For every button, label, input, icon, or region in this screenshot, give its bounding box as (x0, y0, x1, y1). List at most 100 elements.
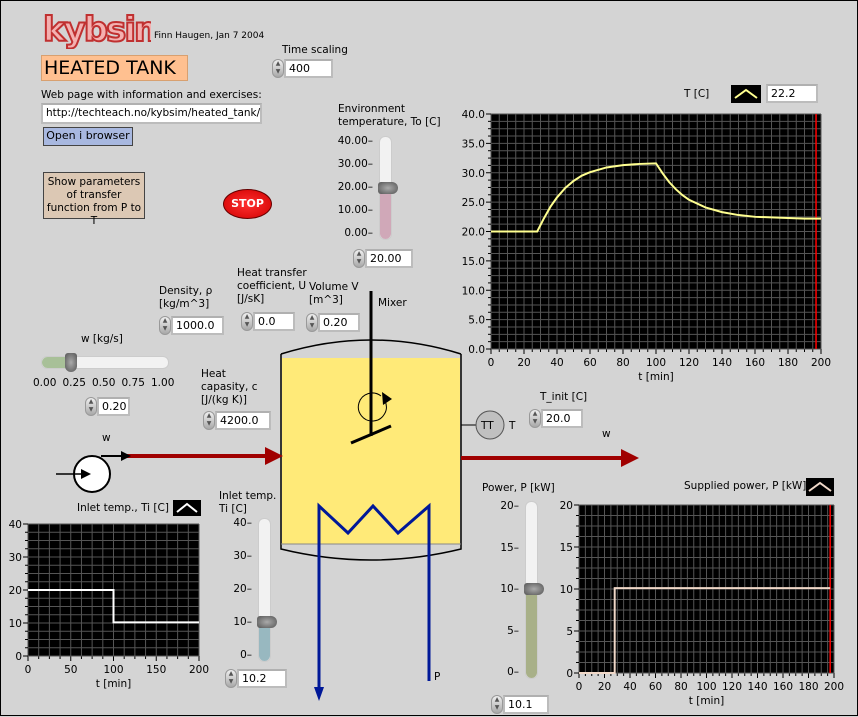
power-control[interactable]: ▲ ▼ 10.1 (491, 695, 549, 714)
slider-thumb[interactable] (378, 182, 398, 194)
heat-capacity-control[interactable]: ▲ ▼ 4200.0 (203, 411, 271, 430)
x-tick-label: 60 (649, 681, 662, 693)
time-scaling-control[interactable]: ▲ ▼ 400 (272, 59, 333, 78)
slider-tick-label: 30– (233, 550, 252, 562)
t-legend-plot-icon[interactable] (731, 85, 761, 103)
slider-thumb[interactable] (64, 353, 77, 372)
power-slider[interactable]: 20– 15– 10– 5– 0– (491, 500, 551, 679)
t-legend-label: T [C] (684, 88, 710, 100)
x-tick-label: 40 (623, 681, 636, 693)
inlet-temp-control[interactable]: ▲ ▼ 10.2 (225, 669, 287, 688)
series-line (491, 162, 821, 233)
temperature-chart: 0 20 40 60 80 100 120 140 160 180 200 0.0 5.0 10.0 15.… (462, 109, 831, 383)
x-tick-label: 200 (189, 664, 209, 676)
stop-button[interactable]: STOP (223, 189, 272, 219)
density-control[interactable]: ▲ ▼ 1000.0 (159, 316, 224, 335)
x-tick-label: 0 (25, 664, 32, 676)
heat-transfer-input[interactable]: 0.0 (253, 312, 295, 331)
inlet-temp-input[interactable]: 10.2 (237, 669, 287, 688)
x-tick-label: 0 (576, 681, 583, 693)
slider-tick-label: 30.00– (337, 158, 373, 170)
t-value-display: 22.2 (766, 84, 818, 103)
env-temp-control[interactable]: ▲ ▼ 20.00 (353, 249, 413, 268)
increment-decrement-icon[interactable]: ▲ ▼ (241, 312, 253, 331)
y-tick-label: 40 (9, 519, 22, 531)
y-tick-label: 35.0 (462, 138, 485, 150)
increment-decrement-icon[interactable]: ▲ ▼ (353, 249, 365, 268)
heat-transfer-label-line2: coefficient, U (237, 280, 307, 292)
t-init-input[interactable]: 20.0 (541, 409, 583, 428)
x-tick-label: 80 (674, 681, 687, 693)
y-tick-label: 15 (560, 542, 573, 554)
url-field[interactable]: http://techteach.no/kybsim/heated_tank/ (41, 103, 262, 124)
slider-thumb[interactable] (524, 583, 544, 596)
slider-tick-label: 20– (233, 583, 252, 595)
slider-tick-label: 1.00 (151, 377, 175, 389)
flow-control[interactable]: ▲ ▼ 0.20 (85, 397, 130, 416)
slider-thumb[interactable] (257, 616, 277, 629)
env-temp-input[interactable]: 20.00 (365, 249, 413, 268)
heating-coil (317, 502, 431, 693)
heat-capacity-label-line2: capasity, c (201, 381, 258, 393)
slider-tick-label: 0.75 (121, 377, 145, 389)
increment-decrement-icon[interactable]: ▲ ▼ (85, 397, 97, 416)
heat-transfer-control[interactable]: ▲ ▼ 0.0 (241, 312, 295, 331)
volume-label-line1: Volume V (309, 281, 359, 293)
slider-tick-label: 0.00 (33, 377, 57, 389)
slider-tick-label: 5– (507, 624, 519, 637)
flow-label: w [kg/s] (81, 333, 123, 345)
t-init-control[interactable]: ▲ ▼ 20.0 (529, 409, 583, 428)
increment-decrement-icon[interactable]: ▲ ▼ (225, 669, 237, 688)
y-tick-label: 20.0 (462, 227, 485, 239)
slider-fill (259, 622, 270, 661)
increment-decrement-icon[interactable]: ▲ ▼ (203, 411, 215, 430)
heat-transfer-label: Heat transfer coefficient, U [J/sK] (237, 267, 307, 306)
flow-input[interactable]: 0.20 (97, 397, 130, 416)
y-tick-label: 5 (566, 626, 573, 638)
power-chart: 0 20 40 60 80 100 120 140 160 180 200 0 5 10 15 20 t [mi… (560, 500, 844, 707)
increment-decrement-icon[interactable]: ▲ ▼ (272, 59, 284, 78)
y-tick-label: 25.0 (462, 197, 485, 209)
open-browser-button[interactable]: Open i browser (43, 127, 133, 146)
mixer-blade (350, 424, 392, 445)
slider-tick-label: 20– (500, 500, 519, 512)
x-tick-label: 100 (103, 664, 123, 676)
density-input[interactable]: 1000.0 (171, 316, 224, 335)
power-slider-label: Power, P [kW] (482, 482, 555, 494)
increment-decrement-icon[interactable]: ▲ ▼ (491, 695, 503, 714)
slider-tick-label: 10.00– (337, 204, 373, 216)
flow-slider[interactable]: 0.00 0.25 0.50 0.75 1.00 (33, 353, 179, 393)
x-axis-label: t [min] (96, 678, 131, 690)
y-tick-label: 0 (566, 668, 573, 680)
x-tick-label: 80 (616, 357, 629, 369)
rotation-arrowhead (382, 392, 392, 405)
page-title: HEATED TANK (41, 55, 188, 81)
heat-capacity-input[interactable]: 4200.0 (215, 411, 271, 430)
volume-label: Volume V [m^3] (309, 281, 359, 307)
env-temp-label: Environment temperature, To [C] (338, 103, 448, 129)
increment-decrement-icon[interactable]: ▲ ▼ (159, 316, 171, 335)
y-tick-label: 20 (9, 585, 22, 597)
power-legend-plot-icon[interactable] (806, 478, 834, 496)
show-parameters-button[interactable]: Show parameters of transfer function fro… (43, 172, 145, 227)
inlet-legend-plot-icon[interactable] (173, 500, 201, 516)
volume-input[interactable]: 0.20 (318, 313, 360, 332)
slider-tick-label: 15– (500, 541, 519, 554)
env-temp-slider[interactable]: 40.00– 30.00– 20.00– 10.00– 0.00– (315, 135, 405, 240)
time-scaling-input[interactable]: 400 (284, 59, 333, 78)
slider-fill (42, 357, 72, 368)
y-tick-label: 10 (560, 584, 573, 596)
temperature-transmitter-icon (475, 410, 505, 440)
increment-decrement-icon[interactable]: ▲ ▼ (306, 313, 318, 332)
inlet-temp-slider[interactable]: 40– 30– 20– 10– 0– (224, 517, 284, 662)
y-tick-label: 0.0 (468, 344, 485, 356)
power-input[interactable]: 10.1 (503, 695, 549, 714)
inlet-temp-label-line2: Ti [C] (219, 503, 247, 515)
coil-outlet-arrow (314, 687, 324, 701)
increment-decrement-icon[interactable]: ▲ ▼ (529, 409, 541, 428)
kybsim-logo: kybsim (42, 9, 151, 49)
slider-tick-label: 0.00– (344, 227, 373, 239)
volume-control[interactable]: ▲ ▼ 0.20 (306, 313, 360, 332)
slider-tick-label: 20.00– (337, 181, 373, 193)
